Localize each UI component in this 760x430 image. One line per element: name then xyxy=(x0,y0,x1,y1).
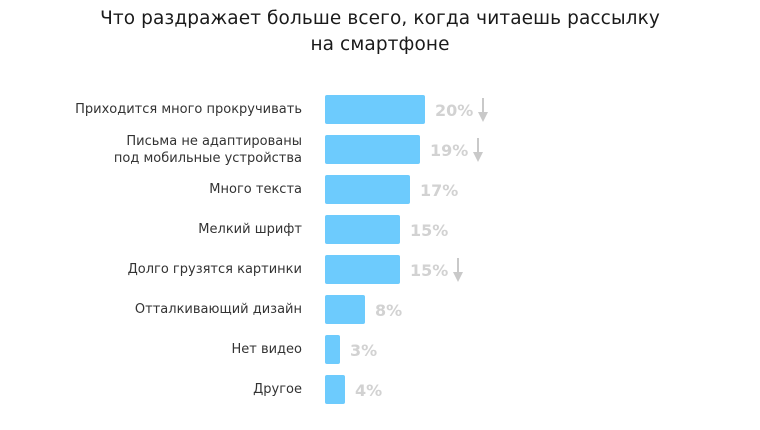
value-label: 15% xyxy=(410,221,449,240)
bar xyxy=(325,255,400,284)
category-label: Мелкий шрифт xyxy=(198,215,302,244)
chart-row: Письма не адаптированы под мобильные устр… xyxy=(0,133,760,166)
category-label-line: Отталкивающий дизайн xyxy=(134,302,302,317)
bar xyxy=(325,215,400,244)
category-label-line: Долго грузятся картинки xyxy=(127,262,302,277)
category-label-line: Мелкий шрифт xyxy=(198,222,302,237)
category-label-line: Приходится много прокручивать xyxy=(75,102,302,117)
chart-title: Что раздражает больше всего, когда читае… xyxy=(0,6,760,58)
category-label: Отталкивающий дизайн xyxy=(135,295,302,324)
value-label: 3% xyxy=(350,341,378,360)
value-label: 20% xyxy=(435,101,474,120)
category-label: Другое xyxy=(253,375,302,404)
value-label: 15% xyxy=(410,261,449,280)
category-label: Много текста xyxy=(209,175,302,204)
category-label-line: Письма не адаптированы xyxy=(126,133,302,149)
chart-row: Мелкий шрифт 15% xyxy=(0,215,760,244)
bar xyxy=(325,95,425,124)
bar xyxy=(325,375,345,404)
category-label-line: Нет видео xyxy=(231,342,302,357)
down-arrow-icon xyxy=(453,257,463,283)
category-label-line: Много текста xyxy=(209,182,302,197)
bar xyxy=(325,335,340,364)
chart-title-line-1: Что раздражает больше всего, когда читае… xyxy=(100,8,660,29)
bar xyxy=(325,175,410,204)
chart-row: Другое 4% xyxy=(0,375,760,404)
chart-row: Долго грузятся картинки 15% xyxy=(0,255,760,284)
category-label: Нет видео xyxy=(231,335,302,364)
category-label: Приходится много прокручивать xyxy=(75,95,302,124)
bar xyxy=(325,135,420,164)
category-label: Долго грузятся картинки xyxy=(128,255,302,284)
chart-row: Много текста 17% xyxy=(0,175,760,204)
chart-row: Приходится много прокручивать 20% xyxy=(0,95,760,124)
value-label: 8% xyxy=(375,301,403,320)
category-label-line: Другое xyxy=(253,382,302,397)
value-label: 4% xyxy=(355,381,383,400)
category-label-line: под мобильные устройства xyxy=(113,150,302,166)
bar xyxy=(325,295,365,324)
value-label: 19% xyxy=(430,141,469,160)
chart-row: Отталкивающий дизайн 8% xyxy=(0,295,760,324)
chart-title-line-2: на смартфоне xyxy=(310,34,450,55)
category-label: Письма не адаптированы под мобильные устр… xyxy=(113,133,302,166)
down-arrow-icon xyxy=(478,97,488,123)
chart-row: Нет видео 3% xyxy=(0,335,760,364)
down-arrow-icon xyxy=(473,137,483,163)
value-label: 17% xyxy=(420,181,459,200)
